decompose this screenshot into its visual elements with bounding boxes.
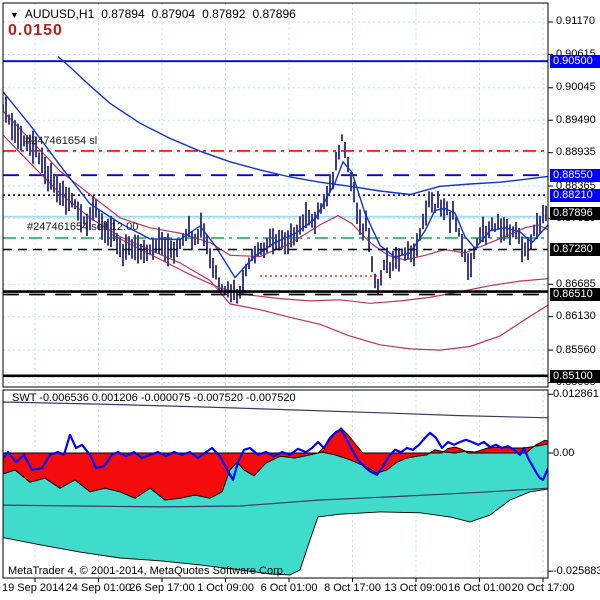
indicator-axis-label: -0.025883 — [553, 564, 600, 577]
price-level-badge: 0.85100 — [550, 370, 600, 384]
price-level-badge: 0.87896 — [550, 206, 600, 220]
price-axis-label: 0.88935 — [556, 146, 596, 159]
price-axis-label: 0.86685 — [556, 277, 596, 290]
time-axis-label: 1 Oct 09:00 — [197, 582, 254, 594]
price-axis-label: 0.88365 — [556, 179, 596, 192]
price-level-badge: 0.90500 — [550, 54, 600, 68]
time-axis-label: 19 Sep 2014 — [2, 582, 65, 594]
time-axis-label: 8 Oct 17:00 — [324, 582, 381, 594]
price-level-badge: 0.88210 — [550, 188, 600, 202]
price-level-badge: 0.86510 — [550, 288, 600, 301]
price-level-badge: 0.87280 — [550, 242, 600, 256]
time-axis-label: 13 Oct 09:00 — [384, 582, 448, 594]
price-axis-label: 0.91170 — [556, 15, 595, 28]
price-axis-label: 0.86130 — [556, 310, 596, 323]
price-level-badge: 0.88550 — [550, 168, 600, 182]
time-axis-label: 16 Oct 01:00 — [448, 582, 511, 594]
indicator-axis-label: 0.012861 — [553, 387, 599, 400]
time-axis-label: 26 Sep 17:00 — [129, 582, 195, 594]
time-axis-label: 6 Oct 01:00 — [260, 582, 318, 594]
price-axis-label: 0.89490 — [556, 113, 596, 126]
time-axis-label: 24 Sep 01:00 — [65, 582, 132, 594]
time-axis-label: 20 Oct 17:00 — [511, 582, 575, 594]
price-axis-label: 0.90045 — [556, 81, 596, 94]
price-axis-label: 0.85560 — [556, 343, 596, 356]
indicator-axis-label: 0.00 — [553, 446, 575, 459]
